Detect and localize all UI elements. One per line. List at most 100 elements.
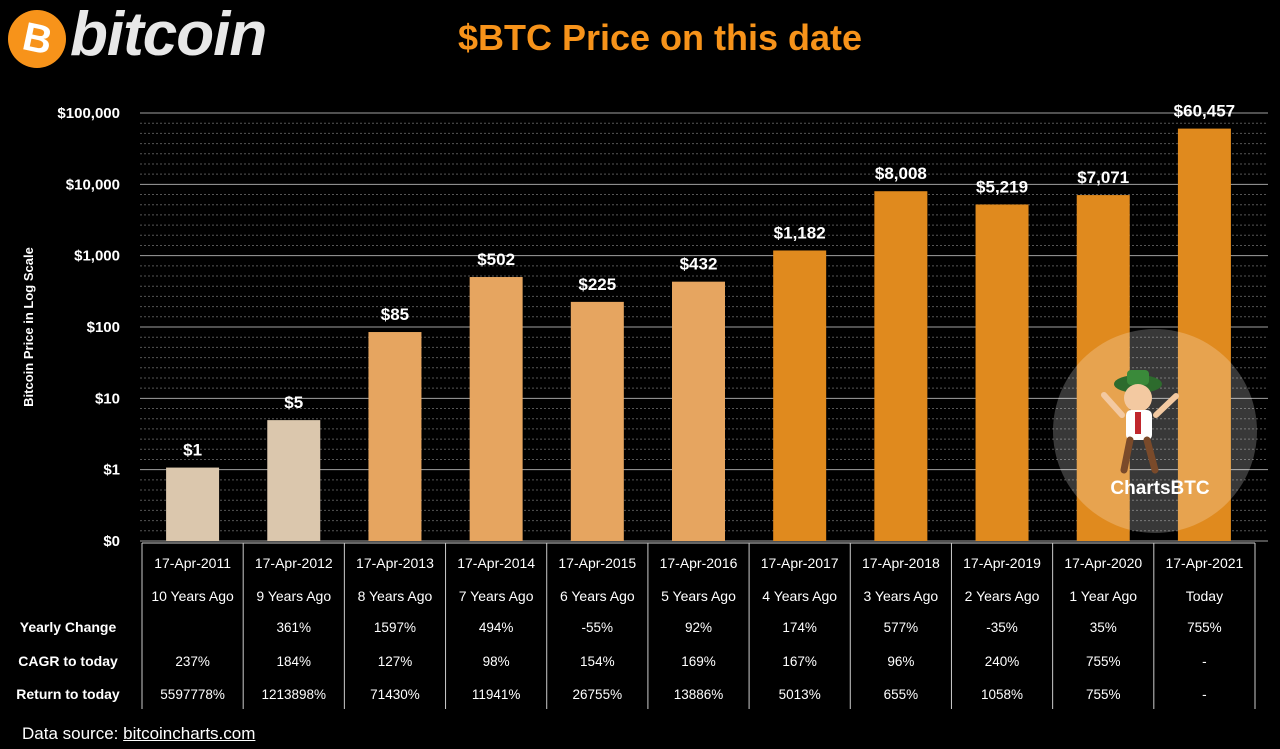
table-cell: 13886% (674, 687, 724, 702)
bar (1076, 195, 1130, 541)
bar (874, 191, 928, 542)
table-cell: -35% (986, 620, 1018, 635)
y-axis-label: Bitcoin Price in Log Scale (21, 247, 36, 407)
y-tick-label: $100 (87, 319, 120, 336)
table-cell: 5597778% (160, 687, 225, 702)
category-sublabel: 2 Years Ago (965, 588, 1040, 604)
y-tick-label: $10 (95, 390, 120, 407)
category-date: 17-Apr-2019 (963, 555, 1041, 571)
table-cell: 240% (985, 654, 1020, 669)
data-label: $7,071 (1077, 168, 1129, 187)
table-cell: 26755% (573, 687, 623, 702)
category-sublabel: 3 Years Ago (863, 588, 938, 604)
table-cell: 494% (479, 620, 514, 635)
source-label: Data source: (22, 724, 119, 743)
table-cell: 169% (681, 654, 716, 669)
data-label: $8,008 (875, 164, 927, 183)
bar (166, 467, 220, 541)
table-row-label: CAGR to today (18, 653, 118, 669)
table-cell: 35% (1090, 620, 1117, 635)
category-sublabel: 10 Years Ago (151, 588, 234, 604)
cartoon-character-icon (1101, 370, 1179, 474)
bars (166, 128, 1231, 542)
bar (1177, 128, 1231, 541)
category-sublabel: 6 Years Ago (560, 588, 635, 604)
category-sublabel: 5 Years Ago (661, 588, 736, 604)
y-tick-label: $100,000 (57, 105, 120, 122)
category-date: 17-Apr-2011 (154, 555, 231, 571)
table-cell: 154% (580, 654, 615, 669)
data-label: $432 (680, 255, 718, 274)
table-cell: 755% (1187, 620, 1222, 635)
table-cell: 577% (884, 620, 919, 635)
table-cell: 92% (685, 620, 712, 635)
y-tick-labels: $0 $1 $10 $100 $1,000 $10,000 $100,000 (57, 105, 120, 550)
table-row-label: Return to today (16, 686, 120, 702)
table-cell: 184% (277, 654, 312, 669)
chartsbtc-watermark: ChartsBTC (1053, 329, 1257, 533)
y-tick-label: $1 (103, 462, 120, 479)
chart-title: $BTC Price on this date (457, 17, 863, 58)
category-sublabel: 4 Years Ago (762, 588, 837, 604)
table-cell: 5013% (779, 687, 821, 702)
table-cell: 1058% (981, 687, 1023, 702)
y-tick-label: $1,000 (74, 248, 120, 265)
data-label: $1 (183, 441, 202, 460)
table-cell: -55% (582, 620, 614, 635)
data-source: Data source: bitcoincharts.com (22, 724, 255, 744)
category-date: 17-Apr-2021 (1165, 555, 1243, 571)
table-cell: 655% (884, 687, 919, 702)
bar (368, 332, 422, 541)
bitcoin-wordmark: bitcoin (70, 0, 267, 69)
category-sublabel: 8 Years Ago (358, 588, 433, 604)
bar (773, 250, 827, 541)
table-cell: 71430% (370, 687, 420, 702)
bar (469, 277, 523, 541)
table-cell: 755% (1086, 687, 1121, 702)
table-cell: 98% (483, 654, 510, 669)
table-cell: 11941% (472, 687, 521, 702)
category-sublabel: Today (1186, 588, 1223, 604)
table-cell: 237% (175, 654, 210, 669)
category-sublabel: 7 Years Ago (459, 588, 534, 604)
table-cell: 167% (782, 654, 817, 669)
bar (570, 301, 624, 541)
source-link[interactable]: bitcoincharts.com (123, 724, 256, 743)
category-date: 17-Apr-2020 (1064, 555, 1142, 571)
table-cell: - (1202, 654, 1207, 669)
category-date: 17-Apr-2018 (862, 555, 940, 571)
bar (672, 281, 725, 541)
bitcoin-coin-icon: B (8, 10, 66, 68)
category-date: 17-Apr-2015 (558, 555, 636, 571)
data-labels: $1 $5 $85 $502 $225 $432 $1,182 $8,008 $5,219 $7,… (183, 102, 1235, 460)
y-tick-label: $0 (103, 533, 120, 550)
category-date: 17-Apr-2014 (457, 555, 535, 571)
data-label: $1,182 (774, 223, 826, 242)
category-date: 17-Apr-2013 (356, 555, 434, 571)
table-cell: 174% (782, 620, 817, 635)
category-sublabel: 1 Year Ago (1069, 588, 1137, 604)
category-date: 17-Apr-2016 (660, 555, 738, 571)
table-row-label: Yearly Change (20, 619, 117, 635)
table-cell: 96% (887, 654, 914, 669)
table-cell: 127% (378, 654, 413, 669)
data-label: $502 (477, 250, 515, 269)
bar (975, 204, 1029, 542)
table-cell: 755% (1086, 654, 1121, 669)
data-label: $60,457 (1174, 102, 1235, 121)
data-label: $85 (381, 305, 409, 324)
data-table: 17-Apr-2011 10 Years Ago 17-Apr-2012 9 Year… (16, 542, 1256, 709)
watermark-text: ChartsBTC (1110, 478, 1210, 499)
data-label: $5,219 (976, 177, 1028, 196)
table-cell: 1597% (374, 620, 416, 635)
data-label: $225 (578, 275, 616, 294)
category-date: 17-Apr-2017 (761, 555, 839, 571)
table-cell: 361% (277, 620, 312, 635)
data-label: $5 (284, 393, 303, 412)
y-tick-label: $10,000 (66, 176, 120, 193)
category-date: 17-Apr-2012 (255, 555, 333, 571)
table-cell: - (1202, 687, 1207, 702)
bar (267, 420, 321, 541)
category-sublabel: 9 Years Ago (256, 588, 331, 604)
